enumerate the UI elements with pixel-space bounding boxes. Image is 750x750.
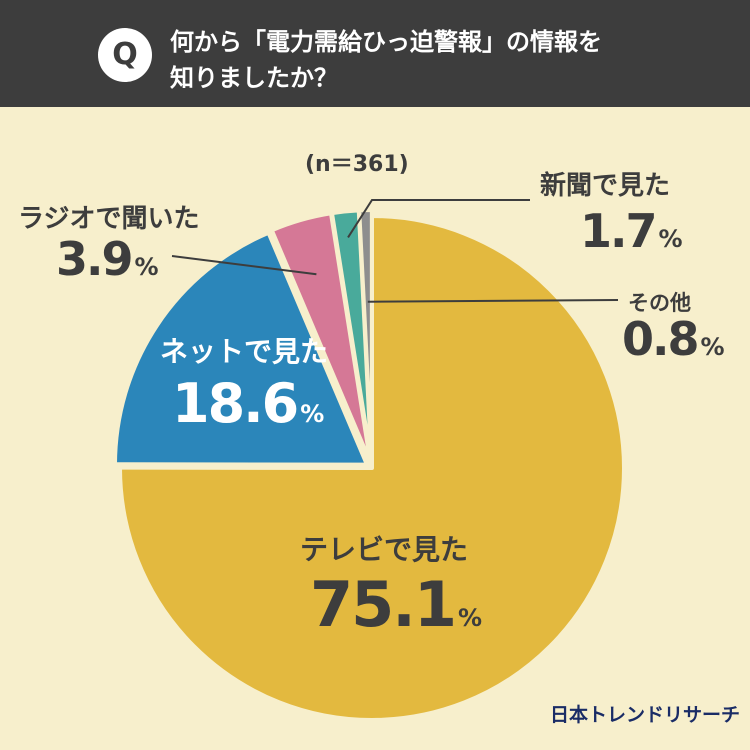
slice-label-tv: テレビで見た [300,533,469,566]
brand-logo: 日本トレンドリサーチ [550,704,741,726]
slice-value-newspaper: 1.7% [580,204,683,258]
slice-label-radio: ラジオで聞いた [18,204,200,234]
question-badge: Q [98,28,152,82]
slice-value-radio: 3.9% [56,232,159,286]
leader-line-radio [171,255,317,276]
slice-value-other: 0.8% [622,312,725,366]
slice-value-tv: 75.1% [310,568,482,641]
question-text-line2: 知りましたか？ [170,64,338,92]
leader-line-newspaper [347,199,530,238]
leader-line-other [367,299,619,303]
slice-label-newspaper: 新聞で見た [540,171,671,201]
sample-size: (n＝361) [305,152,409,177]
pie-slice-tv [118,214,626,722]
slice-label-other: その他 [628,291,691,315]
pie-slice-net [112,230,369,467]
question-header: Q 何から「電力需給ひっ迫警報」の情報を 知りましたか？ [0,0,750,107]
slice-label-net: ネットで見た [160,335,329,368]
question-text-line1: 何から「電力需給ひっ迫警報」の情報を [170,28,602,56]
slice-value-net: 18.6% [172,372,324,435]
